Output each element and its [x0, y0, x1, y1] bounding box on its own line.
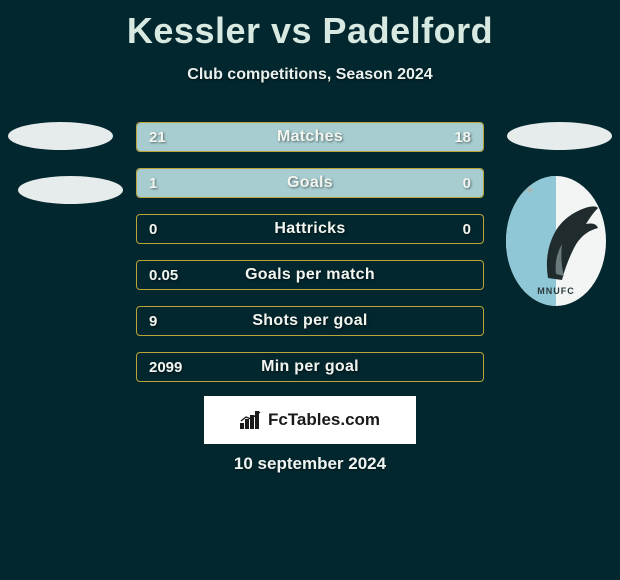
branding-text: FcTables.com [268, 410, 380, 430]
stat-label: Matches [137, 123, 483, 151]
stat-row: 0.05Goals per match [136, 260, 484, 290]
stat-row: 9Shots per goal [136, 306, 484, 336]
stat-row: 2099Min per goal [136, 352, 484, 382]
stat-label: Min per goal [137, 353, 483, 381]
crest-star-icon: ✦ [524, 182, 536, 199]
stat-row: 10Goals [136, 168, 484, 198]
team-right-crest: ✦ MNUFC [506, 176, 614, 306]
team-left-logo-2 [18, 176, 123, 204]
stat-label: Hattricks [137, 215, 483, 243]
branding-icon [240, 411, 262, 429]
crest-circle: ✦ MNUFC [506, 176, 606, 306]
stats-bars-container: 2118Matches 10Goals 00Hattricks 0.05Goals p… [136, 122, 484, 398]
branding-box: FcTables.com [204, 396, 416, 444]
stat-label: Goals per match [137, 261, 483, 289]
team-left-logo-1 [8, 122, 113, 150]
team-right-logo-1 [507, 122, 612, 150]
crest-bird-icon [542, 204, 600, 282]
page-subtitle: Club competitions, Season 2024 [0, 66, 620, 84]
stat-row: 00Hattricks [136, 214, 484, 244]
stat-label: Goals [137, 169, 483, 197]
crest-text: MNUFC [506, 286, 606, 296]
page-title: Kessler vs Padelford [0, 0, 620, 52]
stat-label: Shots per goal [137, 307, 483, 335]
date-text: 10 september 2024 [0, 454, 620, 474]
stat-row: 2118Matches [136, 122, 484, 152]
